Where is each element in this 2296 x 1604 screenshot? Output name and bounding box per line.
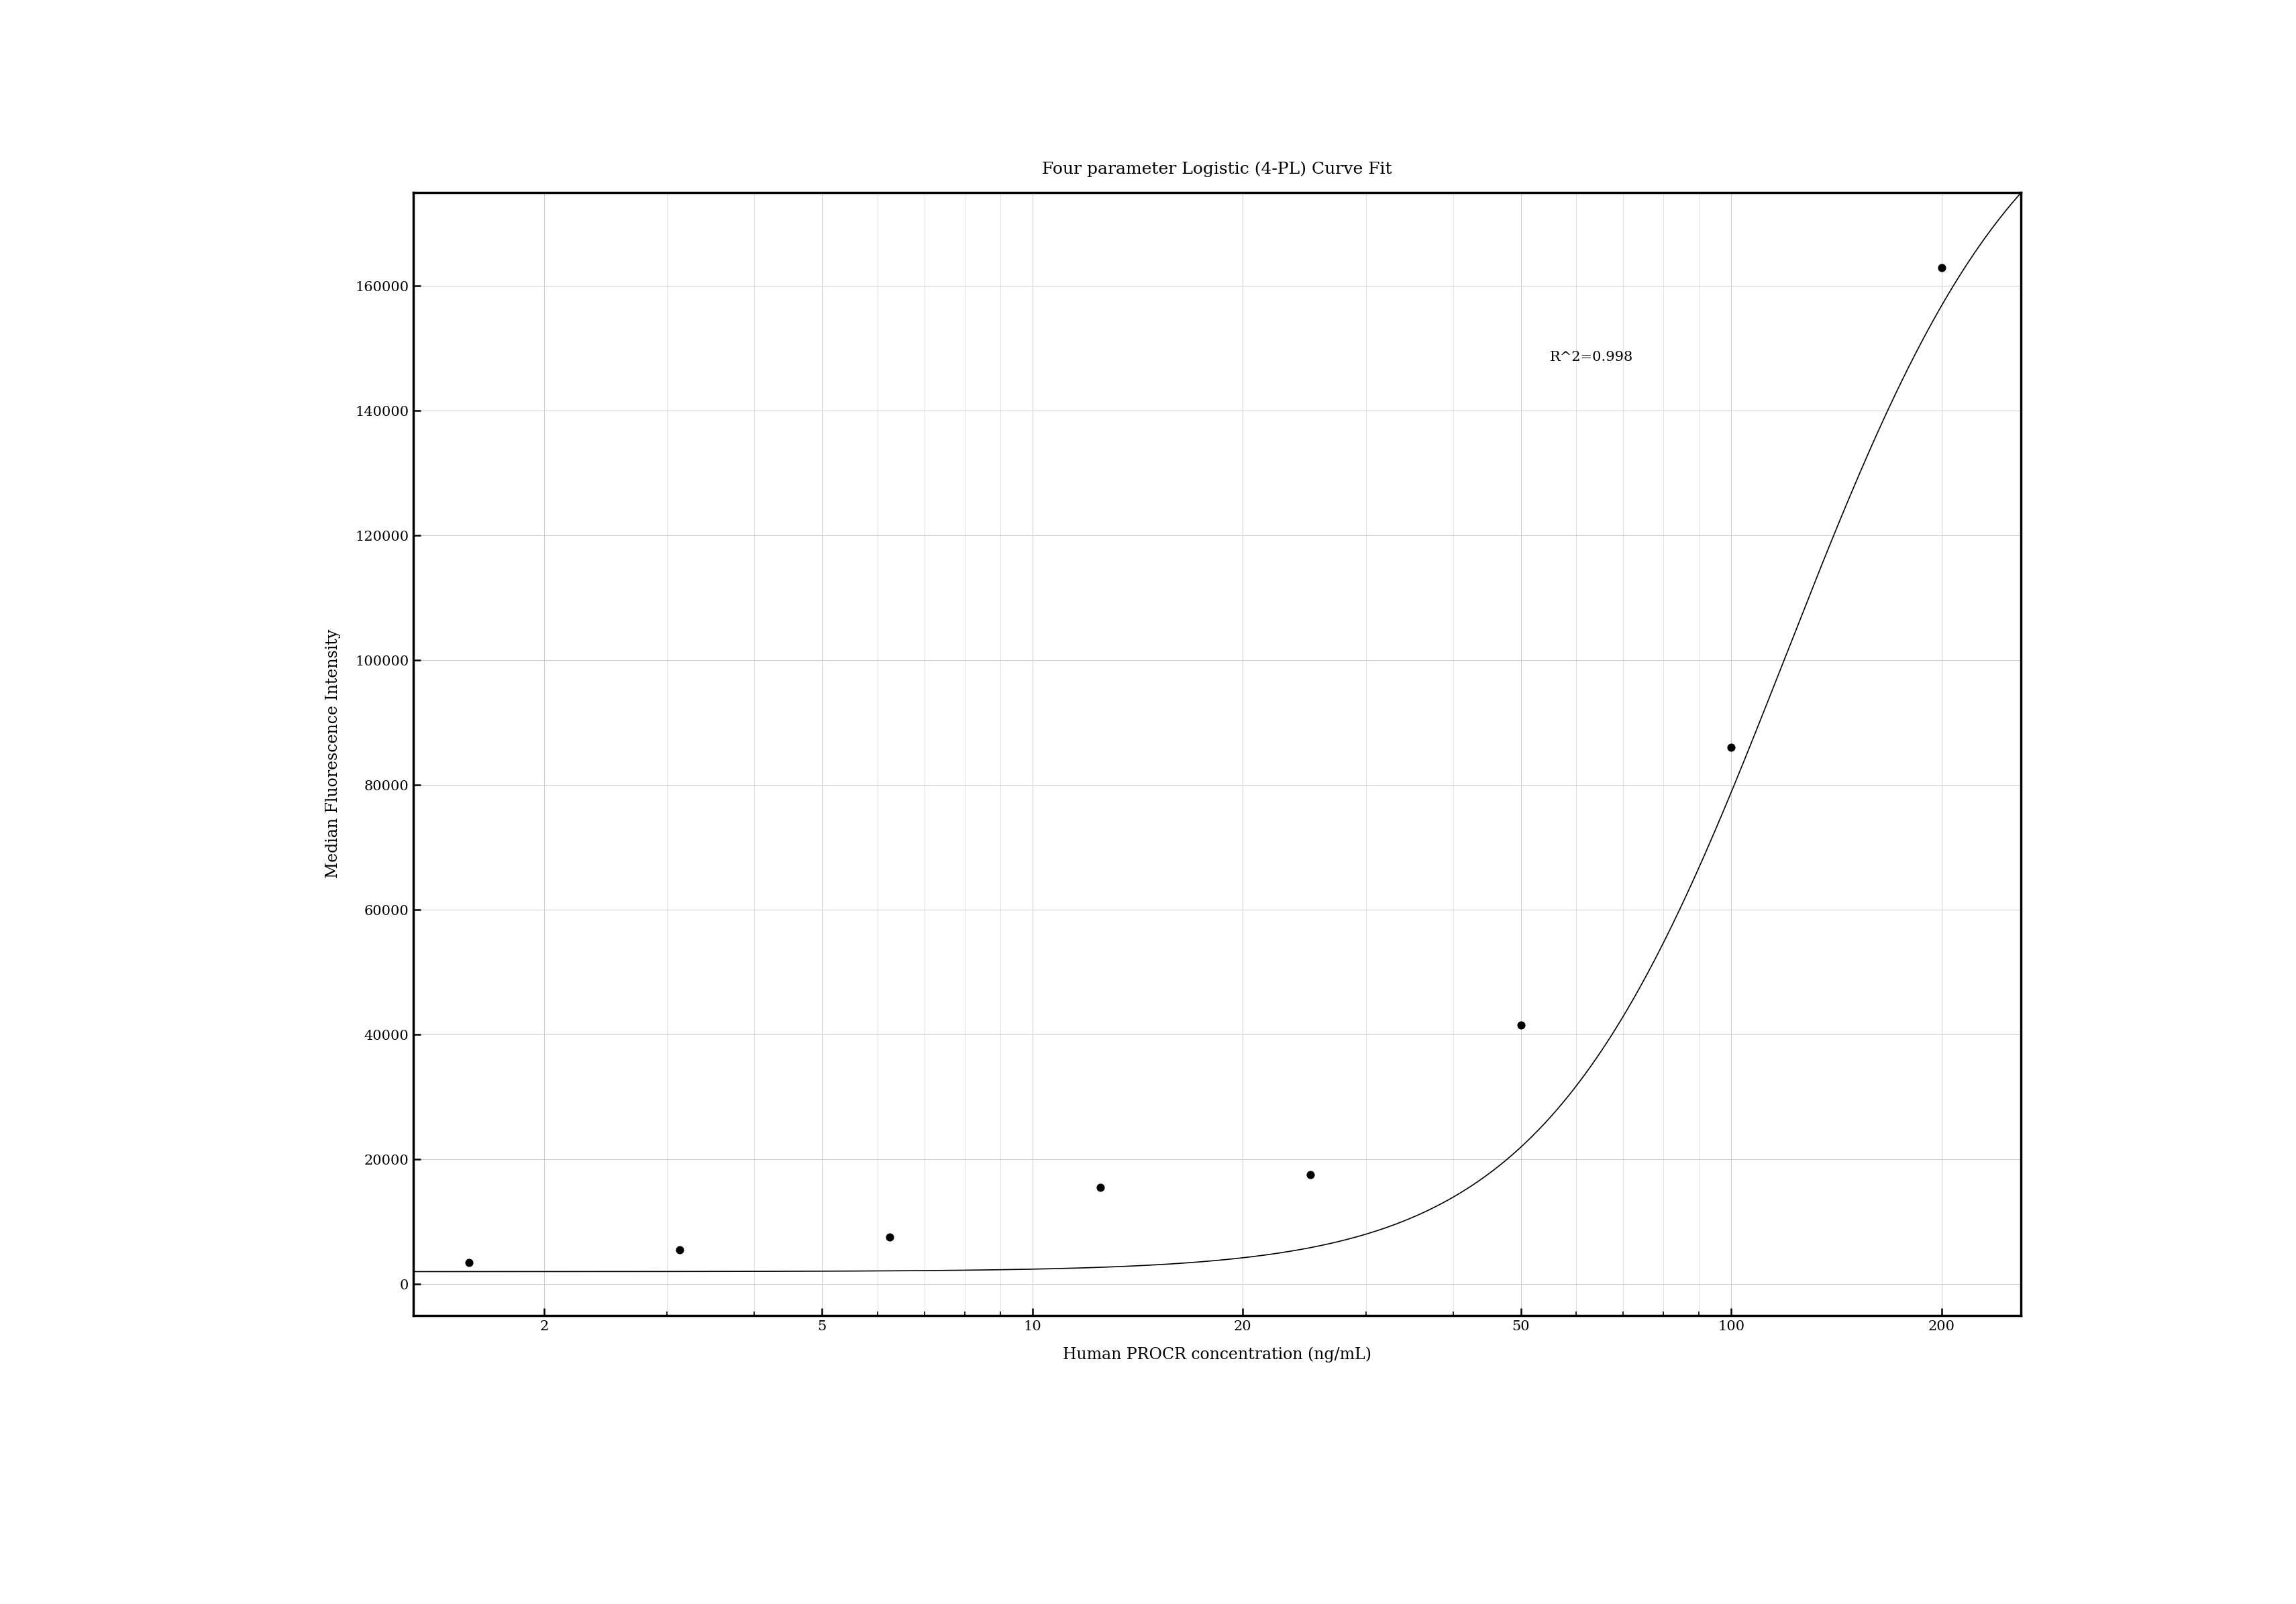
Point — [1713, 735, 1750, 760]
Point — [450, 1250, 487, 1275]
Text: R^2=0.998: R^2=0.998 — [1550, 351, 1632, 364]
Point — [870, 1224, 907, 1250]
Point — [661, 1237, 698, 1262]
Point — [1922, 255, 1958, 281]
Point — [1502, 1012, 1538, 1038]
Point — [1293, 1161, 1329, 1187]
X-axis label: Human PROCR concentration (ng/mL): Human PROCR concentration (ng/mL) — [1063, 1347, 1371, 1362]
Y-axis label: Median Fluorescence Intensity: Median Fluorescence Intensity — [326, 629, 340, 879]
Title: Four parameter Logistic (4-PL) Curve Fit: Four parameter Logistic (4-PL) Curve Fit — [1042, 162, 1391, 176]
Point — [1081, 1174, 1118, 1200]
